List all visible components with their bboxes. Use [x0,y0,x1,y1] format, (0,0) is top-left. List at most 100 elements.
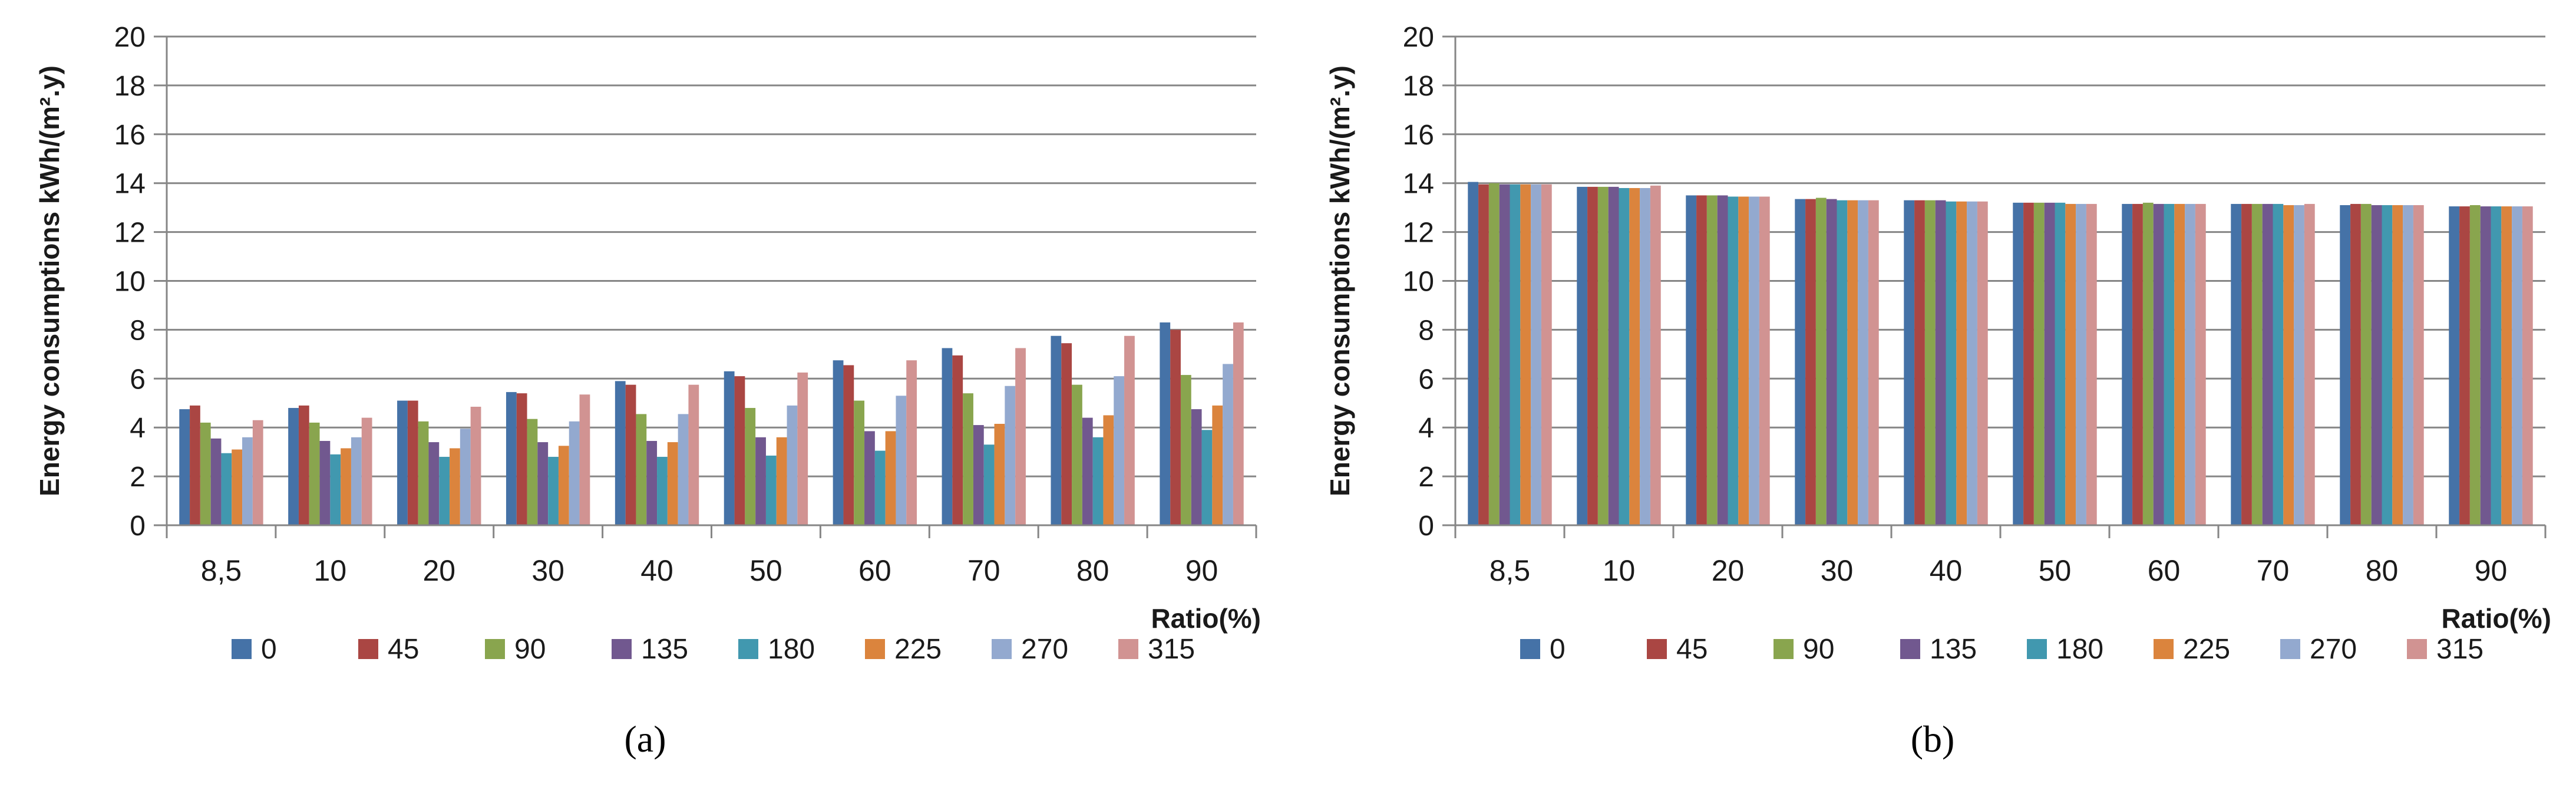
bar-180-60 [874,450,886,525]
bar-90-60 [854,400,865,525]
bar-90-8,5 [1488,183,1500,525]
bar-45-90 [1170,330,1181,525]
legend-label-180: 180 [2056,634,2103,665]
bar-315-80 [2413,205,2424,525]
y-tick-label: 8 [1418,315,1434,346]
bar-45-10 [298,405,309,525]
bar-225-20 [1738,196,1749,525]
bar-180-10 [1619,187,1630,525]
bar-135-60 [2153,203,2164,525]
y-tick-label: 10 [114,266,146,298]
y-axis-label: Energy consumptions kWh/(m².y) [1325,65,1355,496]
y-tick-label: 2 [130,462,146,493]
bar-0-50 [724,371,735,525]
bar-45-40 [625,384,636,525]
bar-90-50 [2033,202,2045,525]
y-tick-label: 6 [130,364,146,395]
bar-270-50 [2076,203,2086,525]
bar-135-70 [973,425,984,525]
bar-180-20 [439,456,450,525]
x-tick-label: 8,5 [201,554,242,587]
bar-135-10 [319,440,331,525]
bar-90-30 [527,419,538,525]
bar-45-50 [734,376,745,525]
bar-270-50 [787,405,798,525]
bar-135-40 [1935,200,1946,526]
bar-225-60 [885,431,896,525]
bar-225-90 [1212,405,1223,525]
bar-225-60 [2174,203,2185,525]
legend-label-315: 315 [1148,634,1195,665]
bar-90-60 [2142,202,2154,525]
y-tick-label: 0 [130,511,146,542]
bar-90-8,5 [200,422,211,525]
x-tick-label: 40 [640,554,673,587]
x-tick-label: 10 [314,554,347,587]
bar-0-40 [615,381,626,525]
y-tick-label: 4 [130,413,146,444]
bar-180-70 [983,444,995,525]
bar-315-60 [2195,203,2206,525]
bar-315-80 [1124,335,1135,525]
bar-225-10 [1629,187,1640,525]
bar-225-80 [1103,415,1114,525]
bar-315-90 [2522,206,2533,525]
legend-label-0: 0 [1550,634,1566,665]
y-tick-label: 6 [1418,364,1434,395]
bar-180-8,5 [1510,184,1521,526]
bar-0-10 [288,408,299,525]
bar-0-20 [397,400,408,525]
bar-0-60 [833,360,844,525]
x-tick-label: 90 [1185,554,1218,587]
bar-270-60 [2185,203,2195,525]
bar-0-70 [942,348,953,525]
bar-270-70 [1005,386,1016,525]
bar-315-8,5 [1541,184,1552,526]
bar-225-8,5 [1520,184,1531,526]
bar-90-30 [1815,197,1827,525]
bar-225-10 [341,448,351,525]
bar-270-10 [1640,187,1650,525]
bar-90-80 [2360,203,2372,525]
bar-0-10 [1577,186,1588,526]
legend-swatch-90 [1774,639,1794,659]
bar-135-50 [2044,202,2055,525]
bar-180-90 [1201,430,1213,525]
x-tick-label: 90 [2475,554,2508,587]
x-tick-label: 70 [2257,554,2290,587]
bar-315-50 [797,372,808,525]
bar-90-70 [2251,203,2263,525]
legend-label-90: 90 [514,634,546,665]
x-tick-label: 80 [2366,554,2399,587]
x-tick-label: 60 [2148,554,2181,587]
y-tick-label: 12 [114,218,146,249]
bar-270-60 [896,396,907,525]
y-tick-label: 20 [114,22,146,53]
bar-315-20 [1759,196,1770,525]
legend-label-135: 135 [1930,634,1977,665]
x-tick-label: 30 [1821,554,1854,587]
bar-0-40 [1904,200,1915,526]
bar-270-30 [1858,200,1868,526]
y-tick-label: 10 [1403,266,1434,298]
y-tick-label: 18 [1403,71,1434,102]
bar-135-40 [646,440,658,525]
bar-45-70 [2241,203,2252,525]
x-tick-label: 50 [2039,554,2072,587]
legend-swatch-315 [2407,639,2427,659]
bar-225-40 [667,442,678,525]
x-tick-label: 70 [967,554,1000,587]
legend-swatch-180 [2027,639,2047,659]
bar-45-90 [2459,206,2470,525]
x-tick-label: 60 [858,554,891,587]
bar-180-30 [1837,200,1848,526]
bar-90-90 [2469,205,2481,525]
bar-45-80 [2350,203,2361,525]
bar-135-90 [1191,409,1202,525]
panel-label: (a) [624,718,666,760]
legend-swatch-0 [232,639,252,659]
bar-225-40 [1956,201,1967,526]
bar-135-8,5 [1499,184,1510,526]
bar-180-50 [2055,202,2066,525]
legend-swatch-90 [485,639,505,659]
